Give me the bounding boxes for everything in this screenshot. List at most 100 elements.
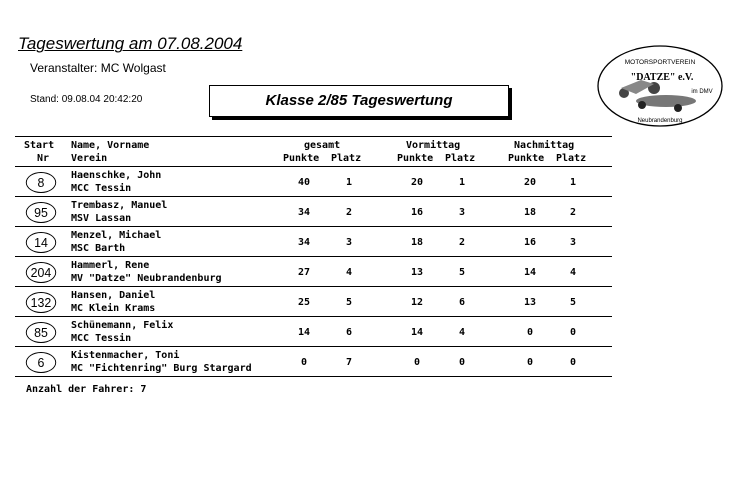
rider-club: MCC Tessin	[71, 183, 132, 194]
col-vormittag-punkte: Punkte	[397, 153, 434, 164]
table-row: 204 Hammerl, Rene MV "Datze" Neubrandenb…	[0, 257, 750, 287]
table-row: 85 Schünemann, Felix MCC Tessin 14 6 14 4 0 0	[0, 317, 750, 347]
g-platz: 4	[345, 267, 353, 278]
n-punkte: 16	[523, 237, 537, 248]
start-number-badge: 85	[25, 322, 57, 343]
v-platz: 0	[458, 357, 466, 368]
v-punkte: 16	[410, 207, 424, 218]
col-vormittag: Vormittag	[406, 140, 461, 151]
g-punkte: 27	[297, 267, 311, 278]
col-verein: Verein	[71, 153, 108, 164]
n-punkte: 0	[526, 357, 534, 368]
v-platz: 6	[458, 297, 466, 308]
rider-club: MSV Lassan	[71, 213, 132, 224]
col-nachmittag-punkte: Punkte	[508, 153, 545, 164]
g-punkte: 25	[297, 297, 311, 308]
g-punkte: 0	[300, 357, 308, 368]
rider-name: Menzel, Michael	[71, 230, 162, 241]
row-divider	[15, 196, 612, 197]
svg-text:im DMV: im DMV	[691, 89, 712, 95]
start-number-badge: 14	[25, 232, 57, 253]
g-platz: 3	[345, 237, 353, 248]
col-gesamt: gesamt	[304, 140, 341, 151]
start-number-badge: 95	[25, 202, 57, 223]
v-punkte: 12	[410, 297, 424, 308]
row-divider	[15, 316, 612, 317]
n-platz: 3	[569, 237, 577, 248]
n-punkte: 18	[523, 207, 537, 218]
page-title: Tageswertung am 07.08.2004	[18, 34, 243, 53]
rider-name: Hansen, Daniel	[71, 290, 156, 301]
v-platz: 3	[458, 207, 466, 218]
v-platz: 4	[458, 327, 466, 338]
g-punkte: 34	[297, 237, 311, 248]
n-punkte: 20	[523, 177, 537, 188]
g-platz: 1	[345, 177, 353, 188]
rider-club: MC "Fichtenring" Burg Stargard	[71, 363, 252, 374]
start-number-badge: 132	[25, 292, 57, 313]
n-punkte: 0	[526, 327, 534, 338]
svg-text:Neubrandenburg: Neubrandenburg	[637, 118, 682, 124]
table-row: 95 Trembasz, Manuel MSV Lassan 34 2 16 3 18 2	[0, 197, 750, 227]
row-divider	[15, 256, 612, 257]
v-punkte: 13	[410, 267, 424, 278]
n-punkte: 14	[523, 267, 537, 278]
start-number-badge: 204	[25, 262, 57, 283]
row-divider	[15, 286, 612, 287]
table-row: 132 Hansen, Daniel MC Klein Krams 25 5 12 6 1…	[0, 287, 750, 317]
g-punkte: 34	[297, 207, 311, 218]
table-row: 14 Menzel, Michael MSC Barth 34 3 18 2 16 3	[0, 227, 750, 257]
rider-club: MV "Datze" Neubrandenburg	[71, 273, 222, 284]
row-divider	[15, 226, 612, 227]
timestamp: Stand: 09.08.04 20:42:20	[30, 94, 143, 105]
start-number-badge: 6	[25, 352, 57, 373]
col-name: Name, Vorname	[71, 140, 150, 151]
v-punkte: 20	[410, 177, 424, 188]
n-platz: 0	[569, 327, 577, 338]
row-divider	[15, 376, 612, 377]
svg-text:"DATZE" e.V.: "DATZE" e.V.	[631, 72, 694, 83]
v-punkte: 18	[410, 237, 424, 248]
col-nachmittag-platz: Platz	[556, 153, 587, 164]
n-platz: 4	[569, 267, 577, 278]
g-platz: 2	[345, 207, 353, 218]
col-vormittag-platz: Platz	[445, 153, 476, 164]
rider-name: Trembasz, Manuel	[71, 200, 168, 211]
n-platz: 1	[569, 177, 577, 188]
row-divider	[15, 346, 612, 347]
n-platz: 5	[569, 297, 577, 308]
g-platz: 5	[345, 297, 353, 308]
table-row: 6 Kistenmacher, Toni MC "Fichtenring" Bu…	[0, 347, 750, 377]
class-title-box: Klasse 2/85 Tageswertung	[209, 85, 509, 117]
col-start: Start	[24, 140, 55, 151]
organizer: Veranstalter: MC Wolgast	[30, 61, 166, 75]
v-punkte: 0	[413, 357, 421, 368]
col-nachmittag: Nachmittag	[514, 140, 575, 151]
table-row: 8 Haenschke, John MCC Tessin 40 1 20 1 20 1	[0, 167, 750, 197]
v-platz: 2	[458, 237, 466, 248]
g-platz: 6	[345, 327, 353, 338]
v-punkte: 14	[410, 327, 424, 338]
n-punkte: 13	[523, 297, 537, 308]
rider-club: MCC Tessin	[71, 333, 132, 344]
g-punkte: 40	[297, 177, 311, 188]
rider-name: Haenschke, John	[71, 170, 162, 181]
n-platz: 2	[569, 207, 577, 218]
svg-text:MOTORSPORTVEREIN: MOTORSPORTVEREIN	[625, 59, 696, 66]
rider-club: MSC Barth	[71, 243, 126, 254]
rider-name: Schünemann, Felix	[71, 320, 174, 331]
club-logo: MOTORSPORTVEREIN "DATZE" e.V. im DMV Neu…	[597, 45, 723, 127]
col-gesamt-platz: Platz	[331, 153, 362, 164]
header-rule	[15, 136, 612, 137]
rider-count: Anzahl der Fahrer: 7	[26, 384, 147, 395]
g-punkte: 14	[297, 327, 311, 338]
v-platz: 1	[458, 177, 466, 188]
col-nr: Nr	[37, 153, 50, 164]
rider-name: Hammerl, Rene	[71, 260, 150, 271]
n-platz: 0	[569, 357, 577, 368]
rider-club: MC Klein Krams	[71, 303, 156, 314]
v-platz: 5	[458, 267, 466, 278]
rider-name: Kistenmacher, Toni	[71, 350, 180, 361]
col-gesamt-punkte: Punkte	[283, 153, 320, 164]
header-bottom-rule	[15, 166, 612, 167]
